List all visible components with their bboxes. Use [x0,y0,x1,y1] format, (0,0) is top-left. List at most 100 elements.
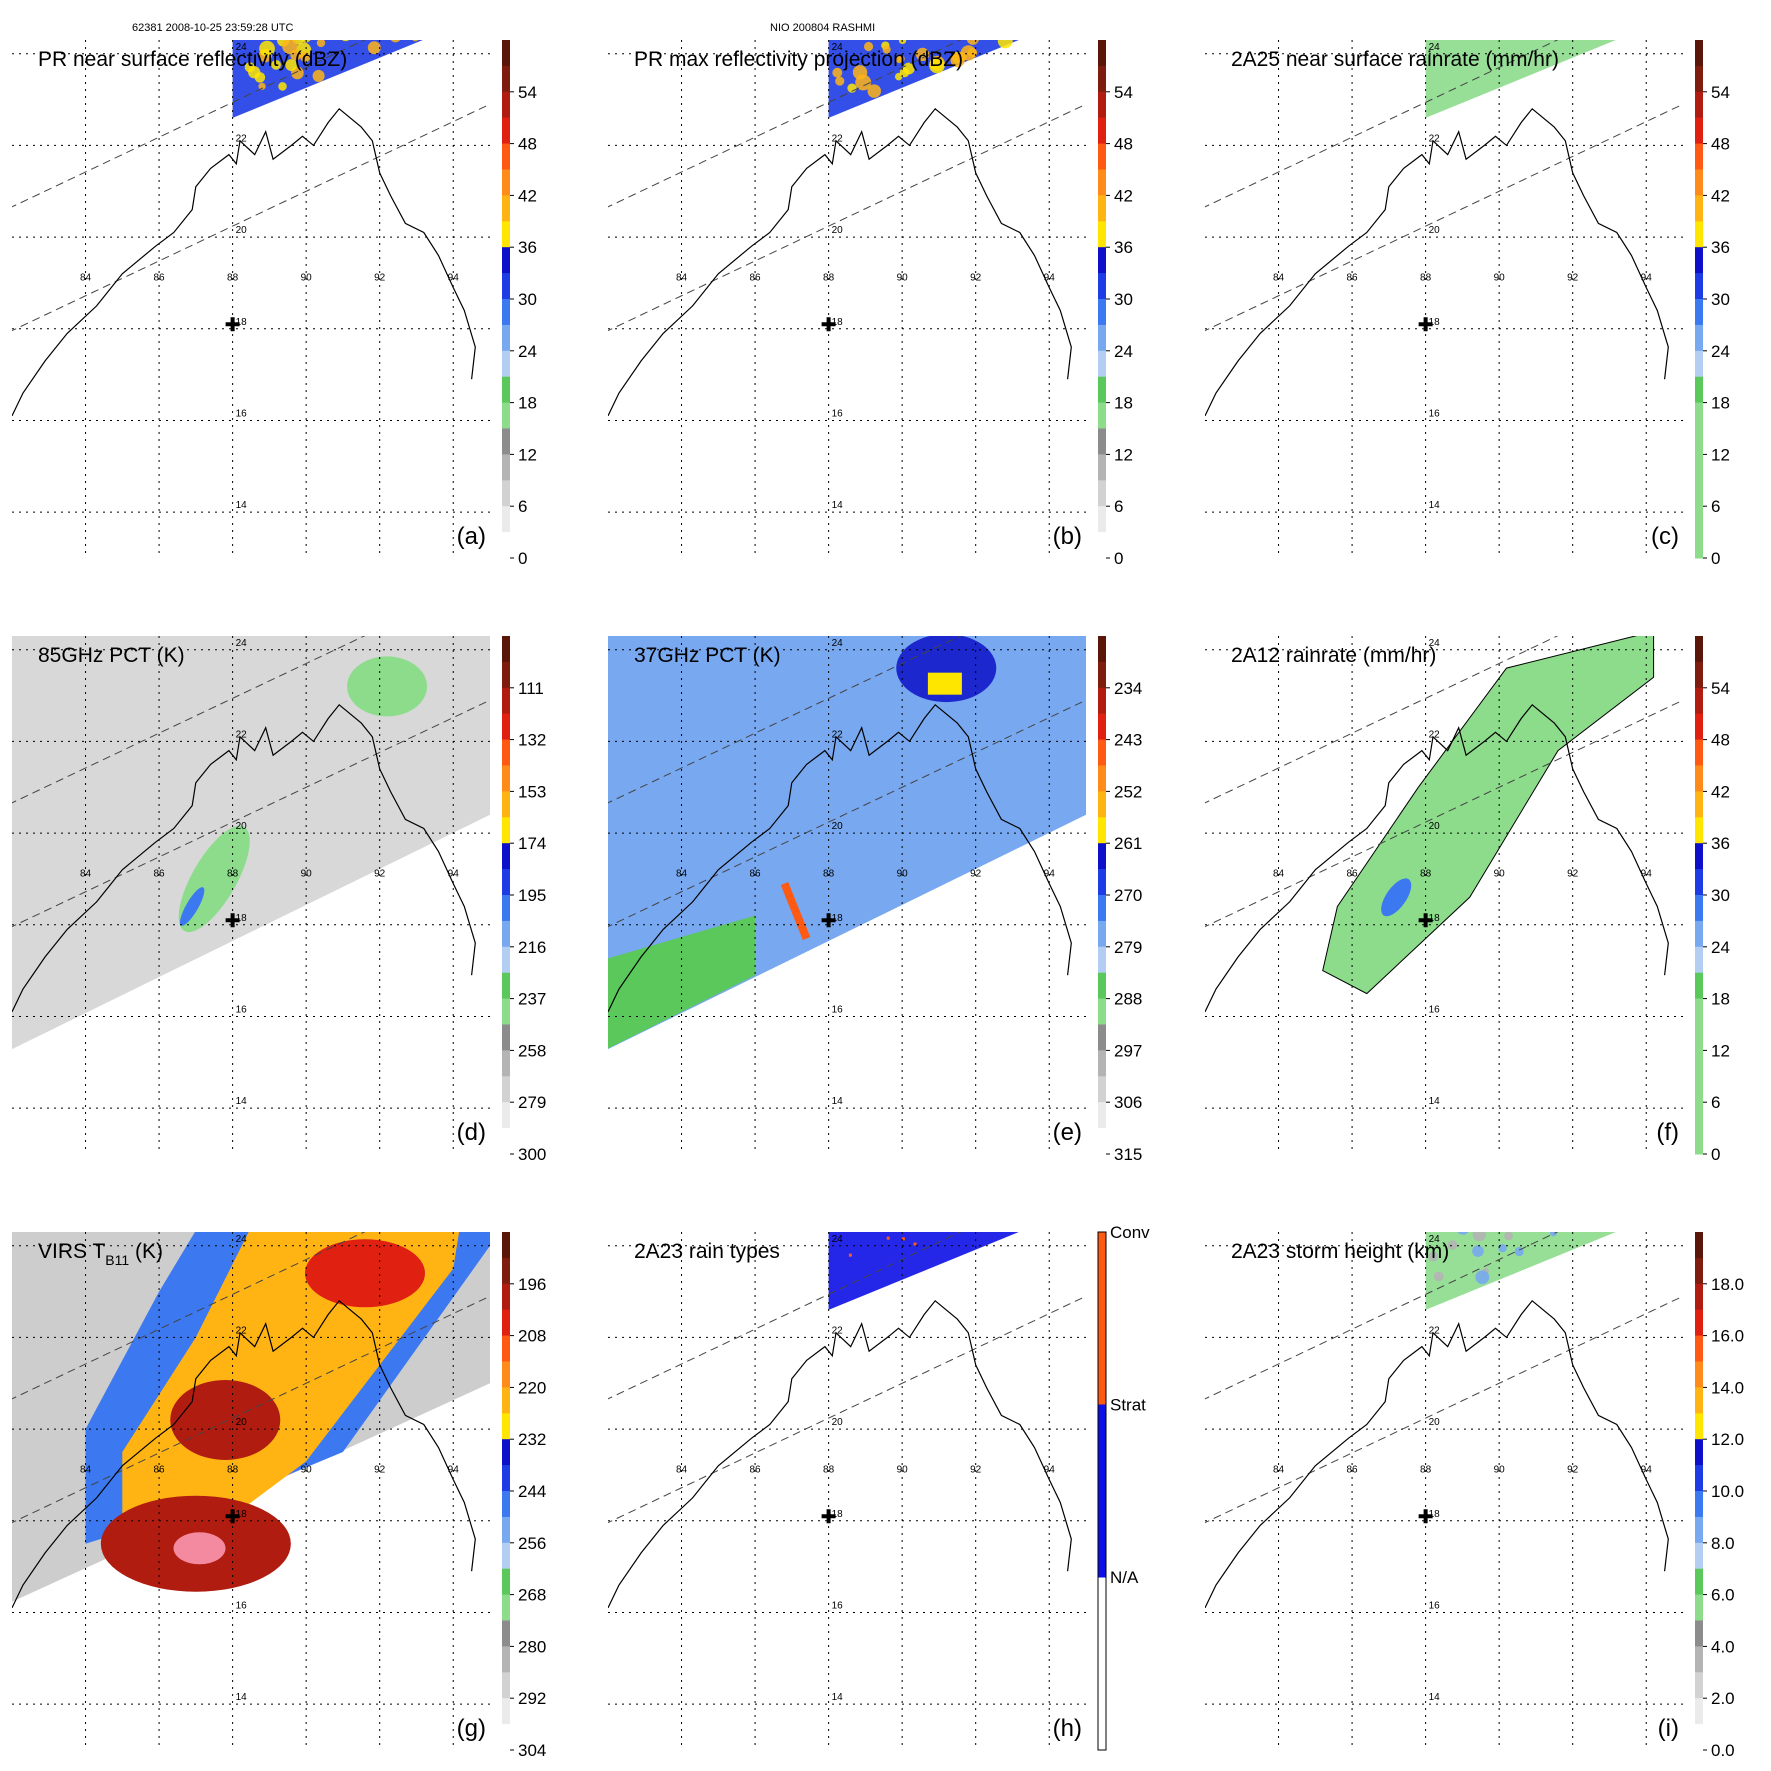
lat-tick-label: 14 [236,1692,248,1703]
colorbar-label: 304 [518,1741,546,1760]
colorbar-segment [502,998,510,1025]
colorbar-segment [502,1698,510,1725]
lon-tick-label: 86 [750,1465,762,1476]
colorbar-label: 24 [1711,342,1730,361]
echo-cell [832,67,843,78]
lat-tick-label: 24 [236,1234,248,1245]
colorbar-segment [1098,480,1106,507]
colorbar-label: 111 [518,679,544,698]
colorbar-segment [1695,713,1703,741]
convective-pixel [913,1242,917,1246]
echo-cell [306,0,314,8]
lat-tick-label: 18 [832,913,844,924]
colorbar-label: 54 [1114,83,1133,102]
echo-cell [1626,1155,1636,1165]
lat-tick-label: 18 [1429,317,1441,328]
colorbar-segment [502,1024,510,1051]
colorbar-label: 252 [1114,782,1142,801]
colorbar-label: 297 [1114,1041,1142,1060]
colorbar-segment [502,791,510,818]
echo-cell [381,9,395,23]
swath-edge-line [608,1295,1086,1524]
panel-label: (b) [1053,523,1082,550]
colorbar-segment [1098,1577,1106,1750]
panel-title: 37GHz PCT (K) [634,644,781,667]
echo-cell [967,47,978,58]
colorbar-segment [1695,920,1703,948]
echo-cell [1602,1190,1615,1203]
colorbar-segment [502,869,510,896]
coastline [1205,1299,1669,1609]
colorbar-segment [502,920,510,948]
colorbar-segment [1098,1076,1106,1103]
colorbar-segment [1098,636,1106,663]
echo-cell [874,21,888,35]
lon-tick-label: 92 [970,273,982,284]
orbit-timestamp: 62381 2008-10-25 23:59:28 UTC [132,22,294,34]
lon-tick-label: 90 [1494,1465,1506,1476]
echo-cell [1538,1192,1548,1202]
colorbar-segment [1098,687,1106,715]
echo-cell [280,12,295,27]
panel-title: 2A12 rainrate (mm/hr) [1231,644,1436,667]
echo-cell [1602,1201,1614,1213]
panel-label: (g) [457,1715,486,1742]
colorbar-segment [502,402,510,429]
lon-tick-label: 84 [676,1465,688,1476]
colorbar-segment [1695,1698,1703,1725]
lat-tick-label: 18 [236,317,248,328]
colorbar-label: 30 [1711,290,1730,309]
lon-tick-label: 92 [970,869,982,880]
lon-tick-label: 94 [448,869,460,880]
colorbar-segment [1098,1024,1106,1051]
data-field [1425,1155,1655,1310]
colorbar-label: 14.0 [1711,1378,1744,1397]
colorbar-label: 8.0 [1711,1534,1735,1553]
swath-edge-line [12,1295,490,1524]
rainband-core [780,882,811,941]
lon-tick-label: 88 [823,869,835,880]
lon-tick-label: 88 [227,869,239,880]
echo-cell [867,84,882,98]
colorbar-segment [502,532,510,559]
graticule [608,1232,1086,1750]
swath-edges [12,636,490,928]
panel-title: 2A23 rain types [634,1240,780,1263]
echo-cell [373,11,388,26]
echo-cell [837,25,847,35]
colorbar-label: 36 [1711,834,1730,853]
echo-cell [312,69,325,82]
swath-edges [1205,40,1683,332]
convective-pixel [984,1167,987,1170]
lon-tick-label: 92 [1567,1465,1579,1476]
colorbar-segment [1695,765,1703,792]
lat-tick-label: 16 [236,408,248,419]
colorbar-segment [502,1232,510,1259]
colorbar-segment [1695,895,1703,922]
colorbar-segment [1695,998,1703,1025]
echo-cell [330,31,336,37]
echo-cell [848,27,858,37]
colorbar-label: 6 [1711,1093,1720,1112]
convective-pixel [948,1170,951,1173]
colorbar-segment [1695,324,1703,352]
echo-cell [1612,1212,1625,1225]
graticule [12,40,490,558]
swath-edge-line [12,1232,366,1400]
echo-cell [275,9,284,18]
lon-tick-label: 92 [374,1465,386,1476]
lon-tick-label: 90 [897,273,909,284]
lat-tick-label: 22 [832,1325,844,1336]
colorbar-segment [502,1128,510,1155]
echo-cell [835,76,845,86]
colorbar-segment [1695,1672,1703,1699]
data-field [12,1232,490,1602]
colorbar-label: 18 [1711,990,1730,1009]
echo-cell [296,5,312,21]
colorbar-segment [502,1439,510,1466]
echo-cell [1006,11,1014,19]
echo-cell [1645,1157,1655,1167]
echo-cell [1010,21,1022,33]
